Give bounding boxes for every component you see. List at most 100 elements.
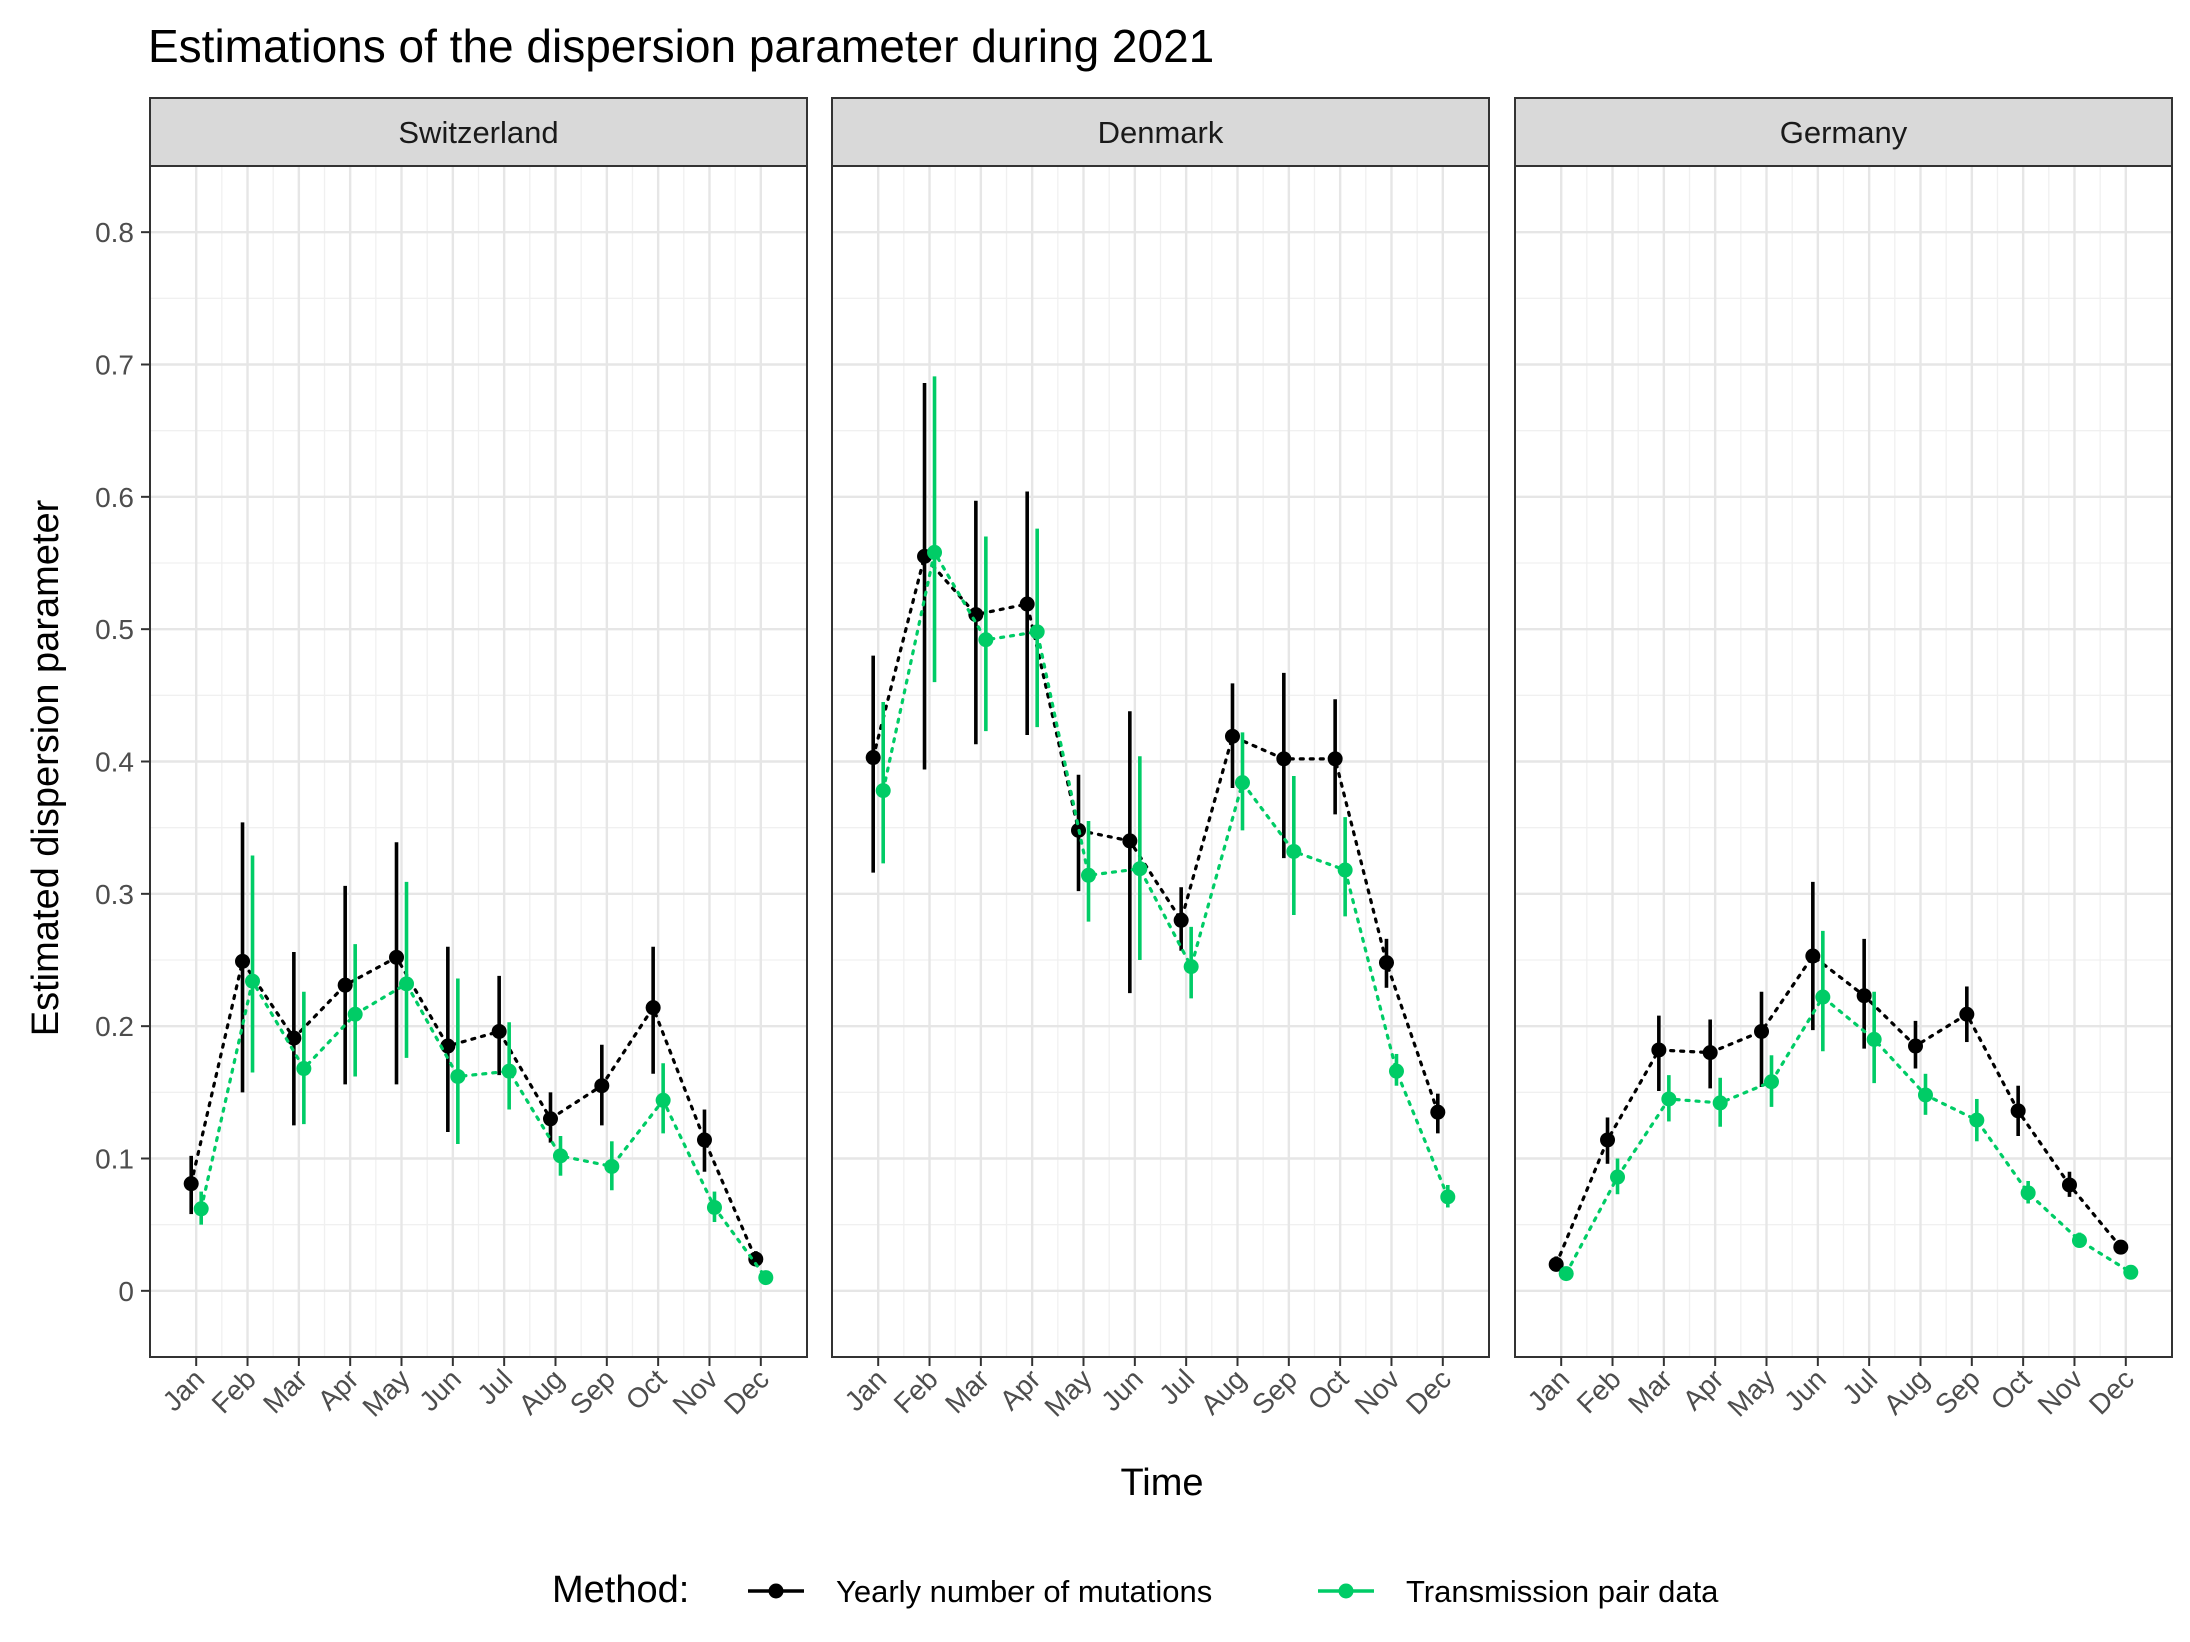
series-transmission-pair xyxy=(193,855,774,1286)
data-point xyxy=(1805,948,1821,964)
data-point xyxy=(1610,1169,1626,1185)
data-point xyxy=(696,1132,712,1148)
data-point xyxy=(1917,1087,1933,1103)
data-point xyxy=(2071,1233,2087,1249)
data-point xyxy=(1019,596,1035,612)
series-transmission-pair xyxy=(875,376,1456,1208)
y-tick-label: 0.1 xyxy=(95,1144,134,1175)
data-point xyxy=(1651,1042,1667,1058)
data-point xyxy=(604,1158,620,1174)
legend-title: Method: xyxy=(552,1569,689,1611)
legend: Method: Yearly number of mutations Transm… xyxy=(552,1569,1719,1611)
y-tick-label: 0.4 xyxy=(95,747,134,778)
strip-label: Germany xyxy=(1780,115,1908,150)
y-tick-label: 0.5 xyxy=(95,614,134,645)
data-point xyxy=(655,1092,671,1108)
data-point xyxy=(389,949,405,965)
series-transmission-pair xyxy=(1558,930,2139,1282)
strip-label: Switzerland xyxy=(398,115,558,150)
series-line xyxy=(1554,953,2123,1267)
data-point xyxy=(1440,1189,1456,1205)
data-point xyxy=(2123,1264,2139,1280)
data-point xyxy=(1081,867,1097,883)
data-point xyxy=(1661,1091,1677,1107)
series-yearly-mutations xyxy=(865,383,1446,1134)
data-point xyxy=(1764,1074,1780,1090)
y-tick-label: 0.7 xyxy=(95,350,134,381)
data-point xyxy=(1969,1112,1985,1128)
series-line xyxy=(871,553,1440,1114)
series-line xyxy=(189,955,758,1261)
legend-key-point xyxy=(1338,1583,1354,1599)
data-point xyxy=(1907,1038,1923,1054)
data-point xyxy=(1183,959,1199,975)
data-point xyxy=(245,973,261,989)
data-point xyxy=(337,977,353,993)
y-tick-label: 0.2 xyxy=(95,1011,134,1042)
data-point xyxy=(1388,1063,1404,1079)
series-yearly-mutations xyxy=(183,822,764,1267)
data-point xyxy=(645,1000,661,1016)
data-point xyxy=(1122,833,1138,849)
data-point xyxy=(1430,1104,1446,1120)
data-point xyxy=(594,1078,610,1094)
data-point xyxy=(1029,624,1045,640)
data-point xyxy=(865,750,881,766)
y-tick-label: 0.6 xyxy=(95,482,134,513)
data-point xyxy=(1224,728,1240,744)
series-line xyxy=(881,548,1450,1199)
legend-entry: Transmission pair data xyxy=(1318,1574,1719,1609)
series-yearly-mutations xyxy=(1548,881,2129,1272)
y-tick-label: 0.3 xyxy=(95,879,134,910)
x-axis-title: Time xyxy=(1120,1462,1203,1504)
data-point xyxy=(1132,861,1148,877)
data-point xyxy=(1378,955,1394,971)
data-point xyxy=(2113,1239,2129,1255)
data-point xyxy=(347,1006,363,1022)
data-point xyxy=(296,1061,312,1077)
data-point xyxy=(1173,912,1189,928)
data-point xyxy=(978,632,994,648)
data-point xyxy=(235,953,251,969)
data-point xyxy=(1234,775,1250,791)
data-point xyxy=(501,1063,517,1079)
data-point xyxy=(1337,862,1353,878)
y-axis-title: Estimated dispersion parameter xyxy=(25,499,67,1036)
legend-entry: Yearly number of mutations xyxy=(748,1574,1212,1609)
strip-background xyxy=(149,97,808,167)
data-point xyxy=(1702,1045,1718,1061)
data-point xyxy=(758,1270,774,1286)
panel-border xyxy=(1514,165,2173,1358)
data-point xyxy=(2061,1177,2077,1193)
data-point xyxy=(2020,1185,2036,1201)
data-point xyxy=(1327,751,1343,767)
data-point xyxy=(1754,1023,1770,1039)
data-point xyxy=(1815,989,1831,1005)
strip-label: Denmark xyxy=(1098,115,1224,150)
data-point xyxy=(440,1038,456,1054)
data-point xyxy=(1600,1132,1616,1148)
data-point xyxy=(706,1199,722,1215)
data-point xyxy=(1548,1256,1564,1272)
data-point xyxy=(748,1251,764,1267)
chart-title: Estimations of the dispersion parameter … xyxy=(148,20,1214,72)
legend-label: Yearly number of mutations xyxy=(836,1574,1212,1609)
data-point xyxy=(1712,1095,1728,1111)
series-line xyxy=(1564,994,2133,1276)
data-point xyxy=(875,783,891,799)
data-point xyxy=(1856,988,1872,1004)
strip-background xyxy=(1514,97,2173,167)
strip-background xyxy=(831,97,1490,167)
legend-key-point xyxy=(768,1583,784,1599)
data-point xyxy=(542,1111,558,1127)
y-tick-label: 0 xyxy=(118,1276,134,1307)
data-point xyxy=(2010,1103,2026,1119)
data-point xyxy=(450,1068,466,1084)
data-point xyxy=(1286,843,1302,859)
panel-border xyxy=(831,165,1490,1358)
data-point xyxy=(183,1176,199,1192)
